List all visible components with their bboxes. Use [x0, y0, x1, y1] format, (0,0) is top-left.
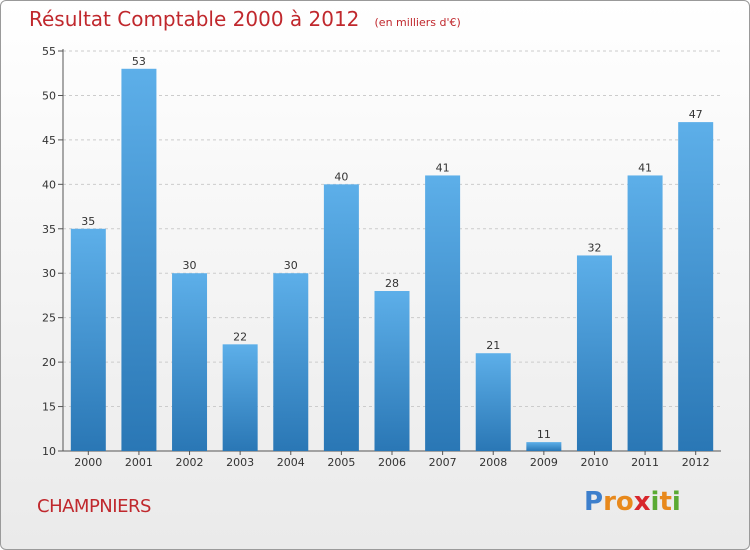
x-tick-label: 2004 — [277, 456, 305, 469]
bar-value-label: 11 — [537, 428, 551, 441]
x-tick-label: 2006 — [378, 456, 406, 469]
logo-letter: P — [584, 487, 604, 517]
x-tick-label: 2001 — [125, 456, 153, 469]
y-tick-label: 45 — [42, 134, 56, 147]
bar-value-label: 30 — [183, 259, 197, 272]
logo-letter: t — [659, 487, 672, 517]
bar-value-label: 53 — [132, 55, 146, 68]
x-tick-label: 2007 — [429, 456, 457, 469]
y-tick-label: 20 — [42, 356, 56, 369]
bar-value-label: 35 — [81, 215, 95, 228]
y-tick-label: 10 — [42, 445, 56, 458]
bar — [678, 122, 714, 451]
x-tick-label: 2000 — [74, 456, 102, 469]
bar — [576, 255, 612, 451]
proxiti-logo[interactable]: Proxiti — [584, 487, 681, 517]
logo-letter: i — [671, 487, 681, 517]
bar-value-label: 21 — [486, 339, 500, 352]
x-tick-label: 2003 — [226, 456, 254, 469]
y-tick-label: 50 — [42, 89, 56, 102]
x-tick-label: 2010 — [580, 456, 608, 469]
bar-value-label: 30 — [284, 259, 298, 272]
town-name: CHAMPNIERS — [37, 496, 151, 517]
x-tick-label: 2011 — [631, 456, 659, 469]
chart-title: Résultat Comptable 2000 à 2012 (en milli… — [29, 7, 461, 31]
bar — [475, 353, 511, 451]
chart-unit-text: (en milliers d'€) — [374, 16, 461, 29]
bar-value-label: 32 — [587, 241, 601, 254]
bar-value-label: 41 — [638, 161, 652, 174]
logo-letter: i — [650, 487, 660, 517]
bar-value-label: 28 — [385, 277, 399, 290]
x-tick-label: 2012 — [682, 456, 710, 469]
bar — [273, 273, 309, 451]
bar — [172, 273, 208, 451]
x-tick-label: 2005 — [327, 456, 355, 469]
bar-value-label: 47 — [689, 108, 703, 121]
bar — [627, 175, 663, 451]
chart-title-text: Résultat Comptable 2000 à 2012 — [29, 7, 360, 31]
bar-value-label: 40 — [334, 170, 348, 183]
y-tick-label: 35 — [42, 223, 56, 236]
y-tick-label: 55 — [42, 45, 56, 58]
logo-letter: o — [615, 487, 634, 517]
x-tick-label: 2002 — [176, 456, 204, 469]
bar — [425, 175, 461, 451]
bar — [374, 291, 410, 451]
y-tick-label: 30 — [42, 267, 56, 280]
bar — [121, 68, 157, 452]
logo-letter: x — [633, 487, 651, 517]
bar — [323, 184, 359, 452]
bar — [222, 344, 258, 451]
bar-value-label: 41 — [436, 161, 450, 174]
bar — [526, 442, 562, 451]
y-tick-label: 15 — [42, 401, 56, 414]
x-tick-label: 2008 — [479, 456, 507, 469]
bar — [70, 228, 106, 451]
y-tick-label: 40 — [42, 178, 56, 191]
logo-letter: r — [603, 487, 616, 517]
y-tick-label: 25 — [42, 312, 56, 325]
bar-value-label: 22 — [233, 330, 247, 343]
x-tick-label: 2009 — [530, 456, 558, 469]
